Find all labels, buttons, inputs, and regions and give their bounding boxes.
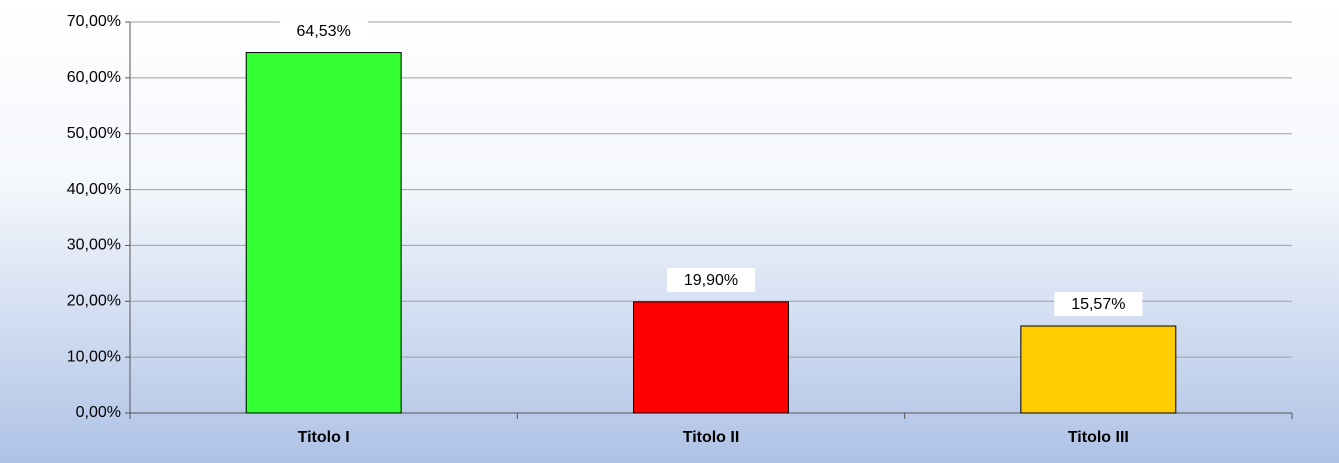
value-label: 64,53% [297, 23, 351, 40]
value-label: 15,57% [1071, 296, 1125, 313]
y-tick-label: 50,00% [67, 125, 121, 142]
x-tick-label: Titolo III [1068, 429, 1129, 446]
value-label-bg [279, 18, 368, 43]
value-label: 19,90% [684, 272, 738, 289]
y-tick-label: 40,00% [67, 181, 121, 198]
y-tick-label: 20,00% [67, 293, 121, 310]
value-label-bg [1054, 292, 1143, 317]
y-tick-label: 10,00% [67, 348, 121, 365]
y-tick-label: 0,00% [76, 404, 121, 421]
bar [1020, 325, 1177, 414]
y-tick-label: 70,00% [67, 13, 121, 30]
y-tick-label: 60,00% [67, 69, 121, 86]
value-label-bg [667, 267, 755, 292]
y-tick-label: 30,00% [67, 237, 121, 254]
x-tick-label: Titolo I [298, 429, 350, 446]
bar [633, 301, 789, 414]
x-tick-label: Titolo II [683, 429, 740, 446]
bar [245, 52, 402, 414]
